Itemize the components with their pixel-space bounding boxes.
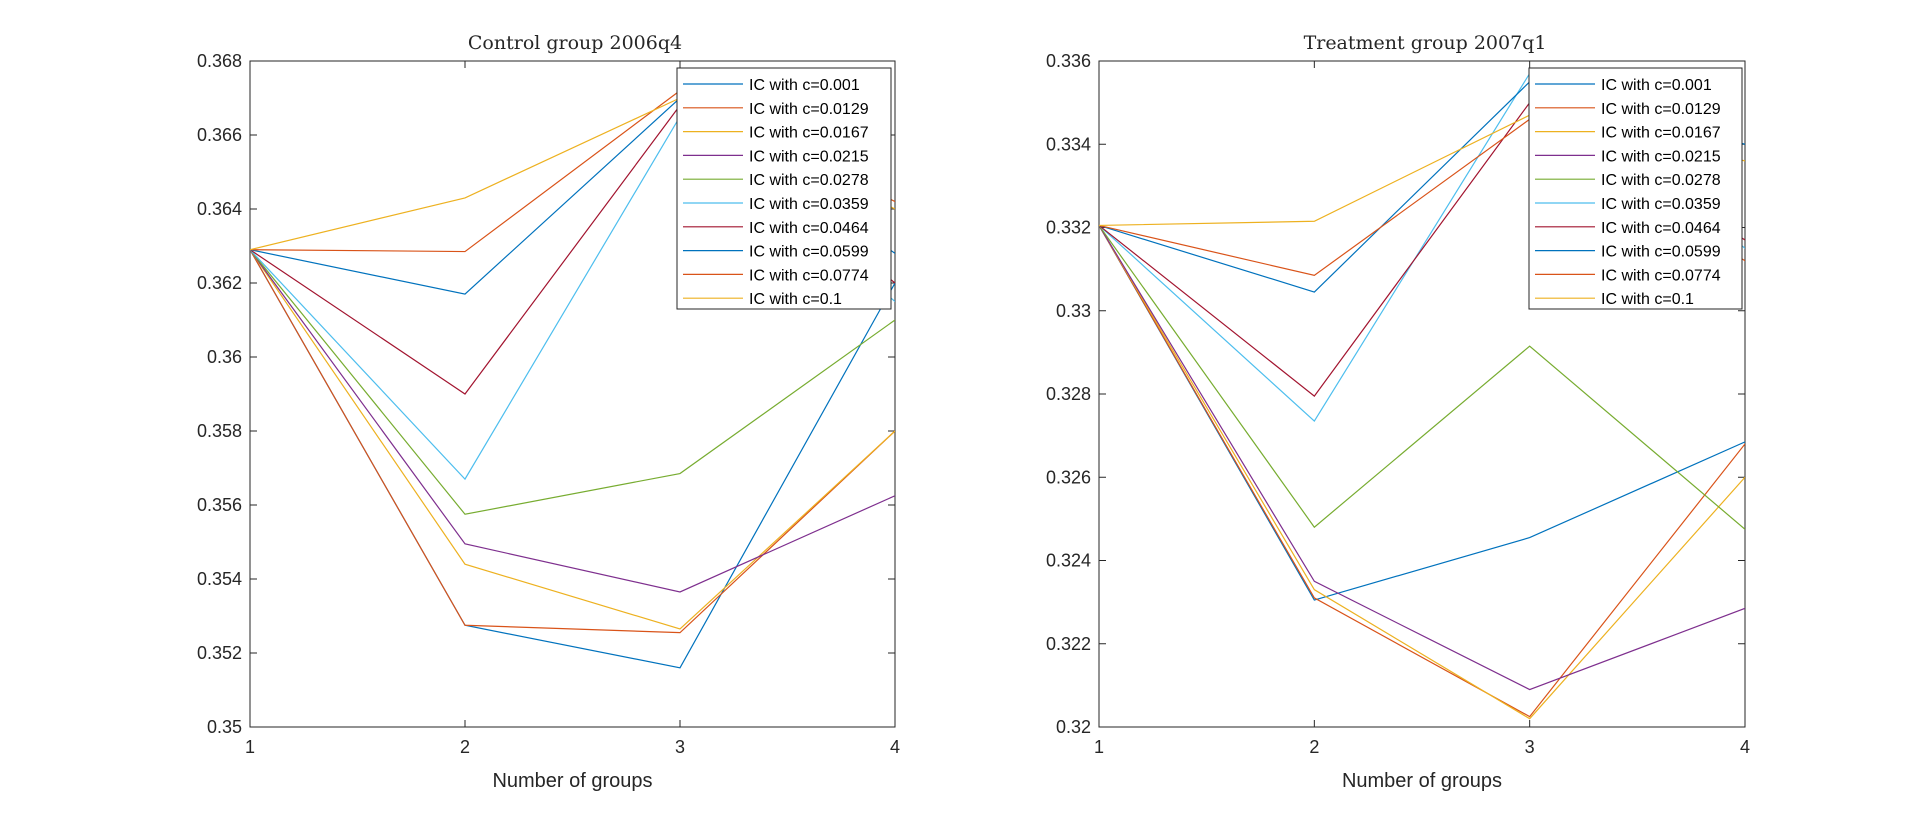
chart-title: Control group 2006q4	[468, 32, 682, 54]
x-tick-label: 3	[1525, 737, 1535, 757]
legend-label: IC with c=0.0129	[749, 101, 869, 118]
y-tick-label: 0.334	[1046, 134, 1091, 154]
y-tick-label: 0.366	[197, 125, 242, 145]
legend-label: IC with c=0.0215	[1601, 148, 1721, 165]
x-ticks: 1 2 3 4	[245, 61, 900, 757]
legend-label: IC with c=0.0215	[749, 148, 869, 165]
y-tick-label: 0.352	[197, 643, 242, 663]
series-line	[250, 249, 895, 515]
x-tick-label: 4	[1740, 737, 1750, 757]
y-tick-label: 0.326	[1046, 467, 1091, 487]
y-ticks: 0.35 0.352 0.354 0.356 0.358 0.36 0.362 0.364 0.…	[197, 51, 895, 737]
y-tick-label: 0.368	[197, 51, 242, 71]
series-line	[1099, 225, 1745, 691]
chart-title: Treatment group 2007q1	[1304, 32, 1547, 54]
legend-label: IC with c=0.0167	[749, 125, 869, 142]
legend-label: IC with c=0.0599	[1601, 244, 1721, 261]
y-tick-label: 0.35	[207, 717, 242, 737]
legend-label: IC with c=0.0774	[1601, 267, 1721, 284]
legend-label: IC with c=0.0599	[749, 244, 869, 261]
x-tick-label: 1	[1094, 737, 1104, 757]
legend-label: IC with c=0.1	[749, 291, 842, 308]
y-tick-label: 0.356	[197, 495, 242, 515]
x-ticks: 1 2 3 4	[1094, 61, 1750, 757]
legend-label: IC with c=0.0464	[749, 220, 869, 237]
series-line	[250, 249, 895, 634]
legend-label: IC with c=0.001	[749, 77, 860, 94]
legend-label: IC with c=0.0464	[1601, 220, 1721, 237]
legend: IC with c=0.001 IC with c=0.0129 IC with c…	[676, 67, 892, 310]
chart-treatment-group: Treatment group 2007q1 0.32 0.322 0.324 0.3…	[1046, 32, 1750, 792]
legend-label: IC with c=0.1	[1601, 291, 1694, 308]
legend-label: IC with c=0.0359	[749, 196, 869, 213]
series-line	[1099, 225, 1745, 718]
series-line	[1099, 225, 1745, 720]
legend-label: IC with c=0.0774	[749, 267, 869, 284]
y-tick-label: 0.358	[197, 421, 242, 441]
y-tick-label: 0.328	[1046, 384, 1091, 404]
legend-items: IC with c=0.001 IC with c=0.0129 IC with c…	[683, 77, 869, 308]
legend-label: IC with c=0.0278	[749, 172, 869, 189]
y-tick-label: 0.36	[207, 347, 242, 367]
x-tick-label: 2	[460, 737, 470, 757]
x-tick-label: 3	[675, 737, 685, 757]
x-tick-label: 2	[1309, 737, 1319, 757]
y-tick-label: 0.336	[1046, 51, 1091, 71]
y-tick-label: 0.322	[1046, 634, 1091, 654]
legend-label: IC with c=0.001	[1601, 77, 1712, 94]
legend-items: IC with c=0.001 IC with c=0.0129 IC with c…	[1535, 77, 1721, 308]
series-line	[1099, 225, 1745, 530]
x-axis-label: Number of groups	[1342, 770, 1502, 792]
y-tick-label: 0.354	[197, 569, 242, 589]
y-tick-label: 0.33	[1056, 301, 1091, 321]
legend-label: IC with c=0.0278	[1601, 172, 1721, 189]
y-tick-label: 0.364	[197, 199, 242, 219]
chart-control-group: Control group 2006q4 0.35 0.352 0.354 0.356…	[197, 32, 900, 792]
legend-label: IC with c=0.0359	[1601, 196, 1721, 213]
y-tick-label: 0.362	[197, 273, 242, 293]
legend-label: IC with c=0.0167	[1601, 125, 1721, 142]
x-tick-label: 4	[890, 737, 900, 757]
y-tick-label: 0.324	[1046, 551, 1091, 571]
y-tick-label: 0.32	[1056, 717, 1091, 737]
legend-label: IC with c=0.0129	[1601, 101, 1721, 118]
y-tick-label: 0.332	[1046, 218, 1091, 238]
x-tick-label: 1	[245, 737, 255, 757]
legend: IC with c=0.001 IC with c=0.0129 IC with c…	[1528, 67, 1743, 310]
series-line	[250, 249, 895, 593]
series-line	[250, 249, 895, 630]
x-axis-label: Number of groups	[492, 770, 652, 792]
